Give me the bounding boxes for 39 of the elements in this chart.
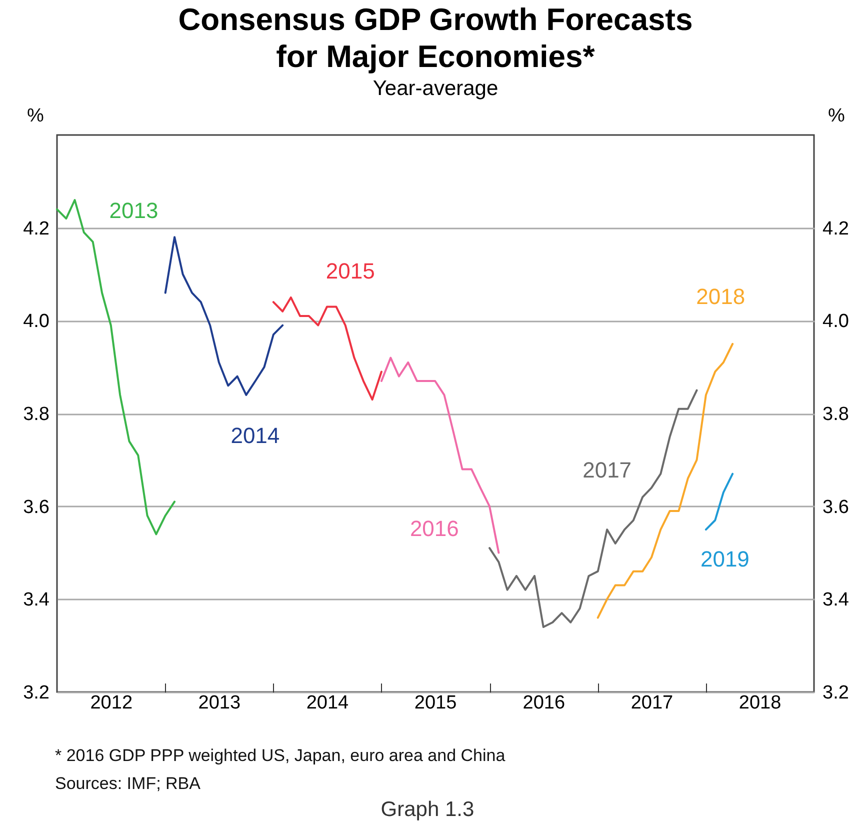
y-tick-label: 3.2 [23, 682, 50, 704]
series-label: 2013 [109, 198, 158, 223]
x-tick-label: 2014 [306, 692, 350, 714]
series-label: 2014 [230, 422, 280, 448]
line-series [380, 356, 500, 554]
y-tick-label: 4.0 [23, 311, 50, 332]
x-tick-label: 2013 [198, 692, 241, 714]
x-tick-label: 2016 [522, 692, 566, 714]
y-tick-label: 4.2 [23, 218, 50, 240]
x-tick-label: 2012 [90, 692, 133, 714]
x-tick-label: 2018 [738, 692, 782, 714]
chart-title: Consensus GDP Growth Forecasts for Major Economies* [178, 2, 693, 74]
series-label: 2019 [700, 546, 750, 572]
y2-axis-title: % [828, 106, 846, 126]
line-series [56, 198, 176, 536]
source-note: Sources: IMF; RBA [55, 773, 202, 795]
y-tick-label: 3.6 [23, 496, 50, 518]
y2-tick-label: 3.2 [822, 682, 849, 704]
line-series [704, 472, 734, 531]
x-tick-label: 2015 [414, 692, 457, 714]
series-label: 2015 [326, 258, 375, 284]
y-tick-label: 3.8 [23, 404, 50, 425]
series-label: 2017 [582, 458, 632, 483]
caption: Graph 1.3 [380, 798, 476, 822]
y2-tick-label: 4.2 [822, 218, 849, 240]
chart-subtitle: Year-average [372, 77, 498, 100]
y2-tick-label: 3.4 [822, 590, 850, 611]
line-series [272, 296, 382, 401]
line-series [164, 236, 284, 396]
series-label: 2018 [696, 284, 746, 309]
y-tick-label: 3.4 [23, 590, 50, 611]
line-series [488, 389, 698, 628]
y2-tick-label: 3.8 [822, 404, 849, 425]
series-label: 2016 [410, 516, 459, 542]
y2-tick-label: 4.0 [822, 311, 849, 332]
y-axis-title: % [27, 106, 44, 126]
x-tick-label: 2017 [630, 692, 674, 714]
y2-tick-label: 3.6 [822, 496, 849, 518]
text: * 2016 GDP PPP weighted US, Japan, euro area and China [55, 745, 506, 767]
